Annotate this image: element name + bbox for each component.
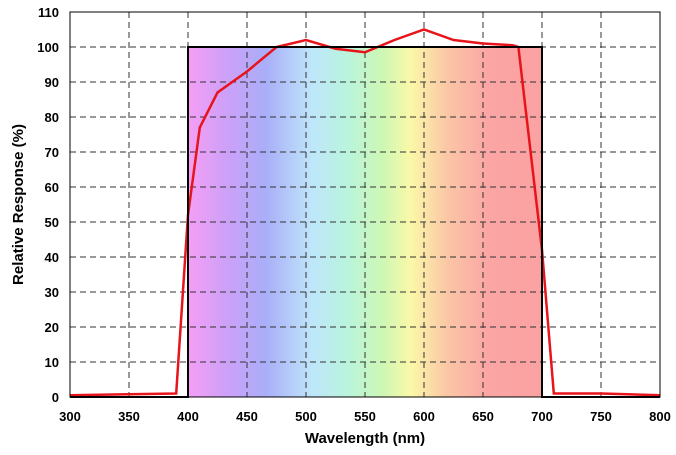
x-tick-label: 500	[295, 409, 317, 424]
plot-frame	[69, 11, 661, 398]
x-tick-label: 400	[177, 409, 199, 424]
y-tick-label: 80	[45, 110, 59, 125]
measured-response-line	[69, 28, 661, 397]
x-tick-label: 750	[590, 409, 612, 424]
y-tick-label: 0	[52, 390, 59, 405]
x-tick-labels: 300 350 400 450 500 550 600 650 700 750 800	[59, 409, 671, 424]
x-tick-label: 800	[649, 409, 671, 424]
x-axis-title: Wavelength (nm)	[305, 430, 425, 447]
y-tick-label: 50	[45, 215, 59, 230]
y-axis-title: Relative Response (%)	[10, 124, 27, 285]
x-tick-label: 350	[118, 409, 140, 424]
x-tick-label: 600	[413, 409, 435, 424]
y-tick-label: 110	[38, 5, 59, 20]
x-tick-label: 550	[354, 409, 376, 424]
y-tick-label: 20	[45, 320, 59, 335]
y-tick-label: 10	[45, 355, 59, 370]
y-tick-labels: 0 10 20 30 40 50 60 70 80 90 100 110	[37, 5, 59, 405]
y-tick-label: 30	[45, 285, 59, 300]
x-tick-label: 700	[531, 409, 553, 424]
y-tick-label: 60	[45, 180, 59, 195]
y-tick-label: 90	[45, 75, 59, 90]
x-tick-label: 450	[236, 409, 258, 424]
x-tick-label: 650	[472, 409, 494, 424]
y-tick-label: 70	[45, 145, 59, 160]
y-tick-label: 40	[45, 250, 59, 265]
x-tick-label: 300	[59, 409, 81, 424]
y-tick-label: 100	[37, 40, 59, 55]
